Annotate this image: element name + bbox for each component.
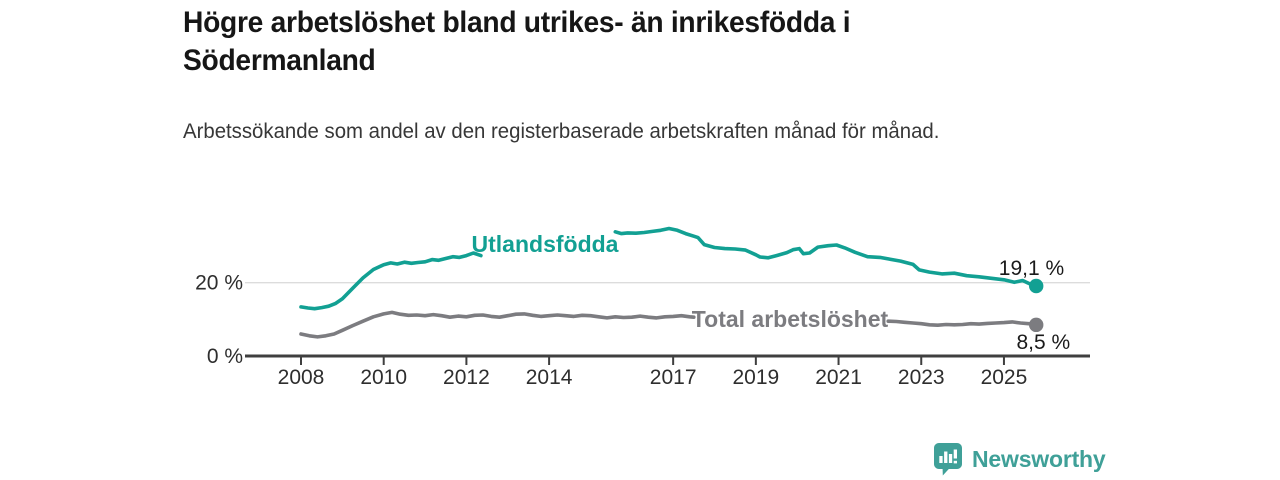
x-axis-tick-label: 2010 bbox=[360, 366, 407, 389]
x-axis-tick-label: 2025 bbox=[981, 366, 1028, 389]
x-axis-tick-label: 2019 bbox=[732, 366, 779, 389]
series-line-total-arbetsl-shet bbox=[299, 310, 696, 339]
brand-name: Newsworthy bbox=[972, 445, 1106, 472]
series-line-total-arbetsl-shet bbox=[886, 319, 1038, 328]
series-end-value-label: 19,1 % bbox=[999, 257, 1064, 280]
series-line-utlandsf-dda bbox=[613, 226, 1038, 288]
series-name-label: Utlandsfödda bbox=[472, 231, 619, 257]
page-title: Högre arbetslöshet bland utrikes- än inr… bbox=[183, 6, 851, 77]
bar-chart-speech-bubble-icon bbox=[934, 443, 962, 476]
x-axis-tick-label: 2021 bbox=[815, 366, 862, 389]
series-name-label: Total arbetslöshet bbox=[692, 306, 889, 332]
y-axis-tick-label: 0 % bbox=[207, 345, 243, 368]
x-axis-tick-label: 2017 bbox=[650, 366, 697, 389]
series-end-dot bbox=[1029, 317, 1044, 333]
series-end-value-label: 8,5 % bbox=[1016, 331, 1070, 354]
x-axis-tick-label: 2023 bbox=[898, 366, 945, 389]
y-axis-tick-label: 20 % bbox=[195, 272, 243, 295]
series-end-dot bbox=[1029, 278, 1044, 294]
chart-subtitle: Arbetssökande som andel av den registerb… bbox=[183, 120, 940, 143]
x-axis-tick-label: 2012 bbox=[443, 366, 490, 389]
series-line-utlandsf-dda bbox=[299, 251, 483, 311]
newsworthy-branding: Newsworthy bbox=[933, 441, 1106, 477]
x-axis-tick-label: 2008 bbox=[278, 366, 325, 389]
x-axis-tick-label: 2014 bbox=[526, 366, 573, 389]
